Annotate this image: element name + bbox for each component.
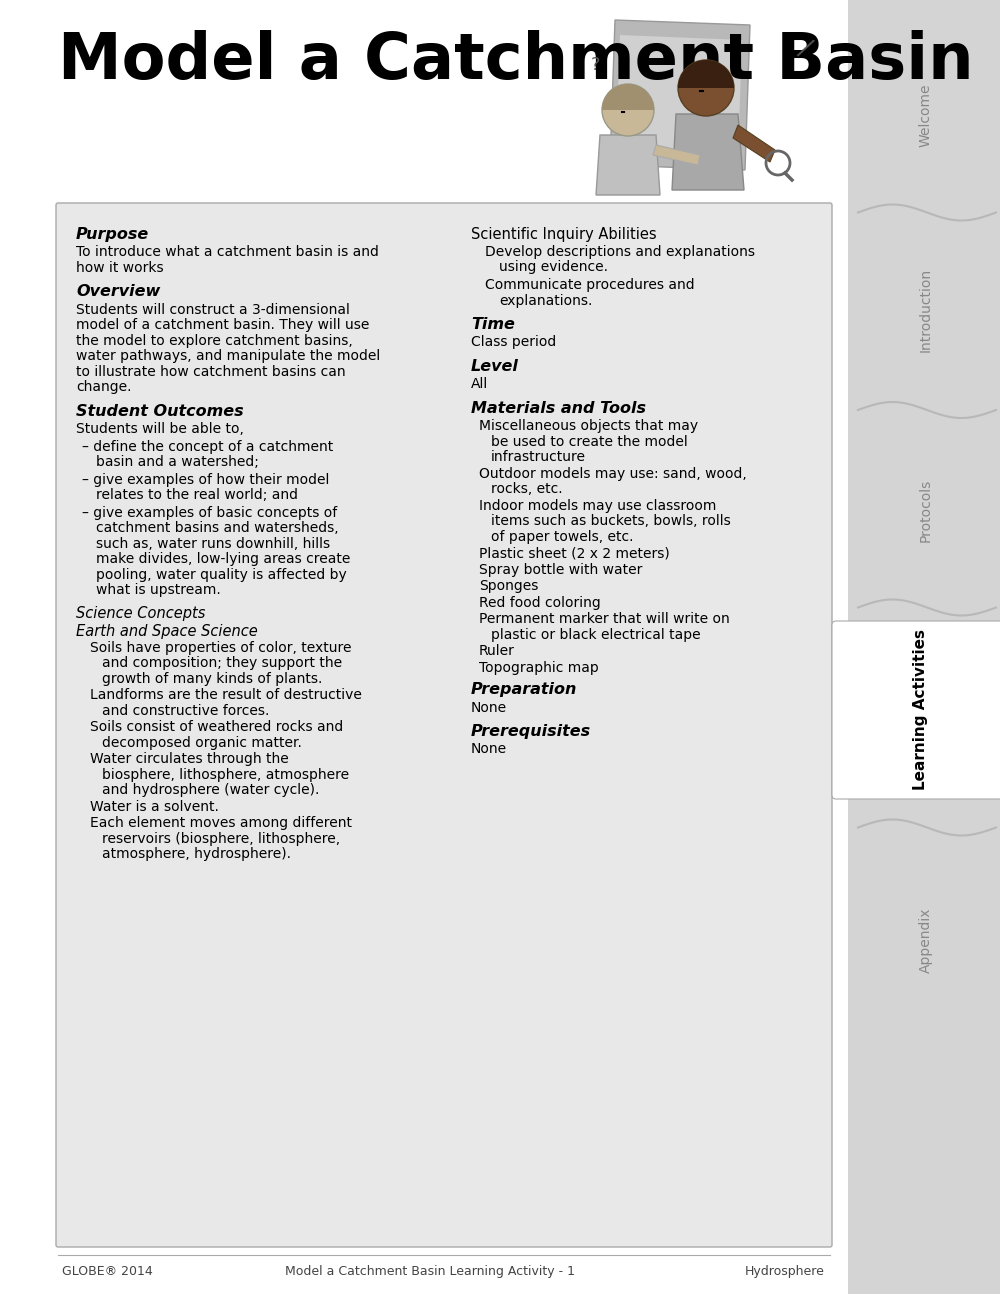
Polygon shape	[596, 135, 660, 195]
Polygon shape	[653, 145, 700, 166]
Text: rocks, etc.: rocks, etc.	[491, 483, 563, 496]
Text: Spray bottle with water: Spray bottle with water	[479, 563, 642, 577]
Text: All: All	[471, 378, 488, 391]
Text: – define the concept of a catchment: – define the concept of a catchment	[82, 440, 333, 454]
Text: GLOBE® 2014: GLOBE® 2014	[62, 1266, 153, 1278]
Polygon shape	[672, 114, 744, 190]
Text: Red food coloring: Red food coloring	[479, 595, 601, 609]
Text: Hydrosphere: Hydrosphere	[745, 1266, 825, 1278]
Text: plastic or black electrical tape: plastic or black electrical tape	[491, 628, 701, 642]
Text: be used to create the model: be used to create the model	[491, 435, 688, 449]
Bar	[848, 0, 1000, 1294]
Text: Permanent marker that will write on: Permanent marker that will write on	[479, 612, 730, 626]
Wedge shape	[602, 84, 654, 110]
FancyBboxPatch shape	[848, 857, 1000, 1024]
Text: Develop descriptions and explanations: Develop descriptions and explanations	[485, 245, 755, 259]
Text: and composition; they support the: and composition; they support the	[102, 656, 342, 670]
Text: Water circulates through the: Water circulates through the	[90, 752, 289, 766]
Text: Overview: Overview	[76, 285, 160, 299]
Text: biosphere, lithosphere, atmosphere: biosphere, lithosphere, atmosphere	[102, 767, 349, 782]
Text: using evidence.: using evidence.	[499, 260, 608, 274]
Text: Purpose: Purpose	[76, 226, 149, 242]
Text: Water is a solvent.: Water is a solvent.	[90, 800, 219, 814]
Text: reservoirs (biosphere, lithosphere,: reservoirs (biosphere, lithosphere,	[102, 832, 340, 846]
Text: Learning Activities: Learning Activities	[912, 629, 928, 791]
Text: pooling, water quality is affected by: pooling, water quality is affected by	[96, 568, 347, 582]
Text: decomposed organic matter.: decomposed organic matter.	[102, 736, 302, 749]
FancyBboxPatch shape	[848, 426, 1000, 594]
Text: to illustrate how catchment basins can: to illustrate how catchment basins can	[76, 365, 346, 379]
Text: Plastic sheet (2 x 2 meters): Plastic sheet (2 x 2 meters)	[479, 546, 670, 560]
Text: Earth and Space Science: Earth and Space Science	[76, 624, 258, 639]
Text: Miscellaneous objects that may: Miscellaneous objects that may	[479, 419, 698, 433]
Text: Students will construct a 3-dimensional: Students will construct a 3-dimensional	[76, 303, 350, 317]
FancyBboxPatch shape	[848, 226, 1000, 393]
Text: what is upstream.: what is upstream.	[96, 584, 221, 598]
Text: Soils consist of weathered rocks and: Soils consist of weathered rocks and	[90, 721, 343, 734]
Text: /: /	[797, 35, 813, 60]
Text: and constructive forces.: and constructive forces.	[102, 704, 269, 718]
Text: make divides, low-lying areas create: make divides, low-lying areas create	[96, 553, 350, 567]
Text: None: None	[471, 700, 507, 714]
Text: water pathways, and manipulate the model: water pathways, and manipulate the model	[76, 349, 380, 364]
Text: such as, water runs downhill, hills: such as, water runs downhill, hills	[96, 537, 330, 551]
FancyBboxPatch shape	[832, 621, 1000, 798]
Text: infrastructure: infrastructure	[491, 450, 586, 465]
Text: basin and a watershed;: basin and a watershed;	[96, 455, 259, 470]
Text: Sponges: Sponges	[479, 580, 538, 593]
Text: Model a Catchment Basin: Model a Catchment Basin	[58, 30, 974, 92]
Text: Protocols: Protocols	[919, 479, 933, 542]
Text: Preparation: Preparation	[471, 682, 577, 697]
FancyBboxPatch shape	[56, 203, 832, 1247]
Text: atmosphere, hydrosphere).: atmosphere, hydrosphere).	[102, 848, 291, 862]
Text: Introduction: Introduction	[919, 268, 933, 352]
Text: of paper towels, etc.: of paper towels, etc.	[491, 529, 634, 543]
Text: Materials and Tools: Materials and Tools	[471, 401, 646, 415]
Text: Time: Time	[471, 317, 515, 333]
Text: and hydrosphere (water cycle).: and hydrosphere (water cycle).	[102, 783, 319, 797]
Text: Science Concepts: Science Concepts	[76, 606, 205, 621]
Text: Topographic map: Topographic map	[479, 661, 599, 674]
Text: Soils have properties of color, texture: Soils have properties of color, texture	[90, 641, 352, 655]
Text: explanations.: explanations.	[499, 294, 592, 308]
Text: catchment basins and watersheds,: catchment basins and watersheds,	[96, 521, 339, 536]
Wedge shape	[678, 60, 734, 88]
Text: items such as buckets, bowls, rolls: items such as buckets, bowls, rolls	[491, 514, 731, 528]
Text: None: None	[471, 743, 507, 757]
Polygon shape	[616, 35, 742, 155]
Text: – give examples of basic concepts of: – give examples of basic concepts of	[82, 506, 337, 520]
Text: Welcome: Welcome	[919, 83, 933, 146]
Text: Communicate procedures and: Communicate procedures and	[485, 278, 695, 292]
Text: Outdoor models may use: sand, wood,: Outdoor models may use: sand, wood,	[479, 467, 747, 480]
Text: Students will be able to,: Students will be able to,	[76, 422, 244, 436]
Text: how it works: how it works	[76, 261, 164, 274]
Text: Each element moves among different: Each element moves among different	[90, 817, 352, 831]
Polygon shape	[610, 19, 750, 170]
Text: Scientific Inquiry Abilities: Scientific Inquiry Abilities	[471, 226, 657, 242]
Text: Class period: Class period	[471, 335, 556, 349]
Text: To introduce what a catchment basin is and: To introduce what a catchment basin is a…	[76, 246, 379, 259]
Text: the model to explore catchment basins,: the model to explore catchment basins,	[76, 334, 353, 348]
Text: – give examples of how their model: – give examples of how their model	[82, 472, 329, 487]
Circle shape	[678, 60, 734, 116]
Text: Landforms are the result of destructive: Landforms are the result of destructive	[90, 688, 362, 703]
Text: Student Outcomes: Student Outcomes	[76, 404, 244, 419]
Text: Level: Level	[471, 358, 519, 374]
Text: ?: ?	[591, 56, 600, 74]
Text: change.: change.	[76, 380, 132, 395]
Circle shape	[602, 84, 654, 136]
Text: Ruler: Ruler	[479, 644, 515, 659]
Text: Appendix: Appendix	[919, 907, 933, 973]
Text: Prerequisites: Prerequisites	[471, 725, 591, 739]
FancyBboxPatch shape	[848, 31, 1000, 199]
Polygon shape	[733, 126, 775, 162]
Text: Model a Catchment Basin Learning Activity - 1: Model a Catchment Basin Learning Activit…	[285, 1266, 575, 1278]
Text: Indoor models may use classroom: Indoor models may use classroom	[479, 498, 716, 512]
Text: growth of many kinds of plants.: growth of many kinds of plants.	[102, 672, 322, 686]
Text: model of a catchment basin. They will use: model of a catchment basin. They will us…	[76, 318, 369, 333]
Text: relates to the real world; and: relates to the real world; and	[96, 488, 298, 502]
